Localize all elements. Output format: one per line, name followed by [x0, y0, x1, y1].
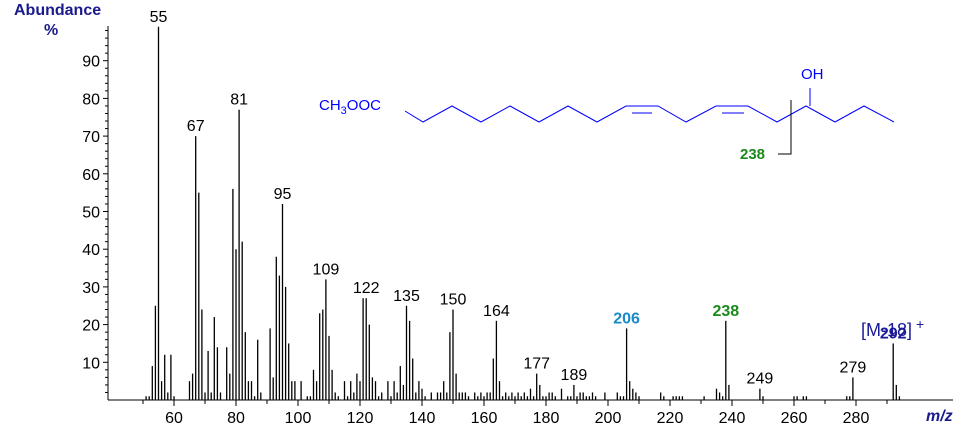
cleavage-bracket	[778, 100, 792, 155]
x-tick-label: 240	[719, 410, 746, 427]
y-axis-title: Abundance	[14, 2, 102, 19]
x-tick-label: 180	[533, 410, 560, 427]
peak-label-164: 164	[483, 303, 510, 320]
x-tick-label: 100	[285, 410, 312, 427]
x-tick-label: 260	[781, 410, 808, 427]
peak-label-206: 206	[613, 310, 640, 327]
peak-label-249: 249	[747, 371, 774, 388]
y-tick-label: 90	[82, 54, 100, 71]
peak-label-189: 189	[561, 367, 588, 384]
x-tick-label: 60	[165, 410, 183, 427]
structure-ester-group: CH3OOC	[319, 97, 381, 117]
y-tick-label: 30	[82, 280, 100, 297]
peak-label-122: 122	[353, 280, 380, 297]
x-tick-label: 120	[347, 410, 374, 427]
peak-label-238: 238	[712, 303, 739, 320]
x-tick-label: 140	[409, 410, 436, 427]
x-tick-label: 220	[657, 410, 684, 427]
structure-chain	[404, 105, 895, 123]
x-tick-label: 80	[227, 410, 245, 427]
x-axis-title: m/z	[926, 408, 953, 425]
peak-label-109: 109	[313, 261, 340, 278]
x-tick-label: 280	[843, 410, 870, 427]
peak-label-150: 150	[440, 292, 467, 309]
x-tick-label: 160	[471, 410, 498, 427]
peak-label-135: 135	[393, 288, 420, 305]
peak-label-292: 292	[880, 325, 907, 342]
peak-label-81: 81	[230, 92, 248, 109]
peak-label-55: 55	[150, 9, 168, 26]
y-tick-label: 60	[82, 167, 100, 184]
y-tick-label: 50	[82, 205, 100, 222]
y-tick-label: 80	[82, 91, 100, 108]
molecular-ion-text: [M-18]	[861, 320, 913, 340]
x-tick-label: 200	[595, 410, 622, 427]
y-tick-label: 20	[82, 318, 100, 335]
y-tick-label: 70	[82, 129, 100, 146]
cleavage-label-238: 238	[740, 146, 766, 163]
peak-label-279: 279	[840, 359, 867, 376]
molecular-ion-label: [M-18] +	[861, 316, 924, 341]
molecular-ion-charge: +	[916, 316, 925, 332]
y-tick-label: 10	[82, 355, 100, 372]
peak-label-67: 67	[187, 118, 205, 135]
peak-label-177: 177	[523, 356, 550, 373]
structure-hydroxyl: OH	[801, 66, 824, 83]
y-axis-unit: %	[44, 22, 59, 39]
peak-label-95: 95	[274, 186, 292, 203]
y-tick-label: 40	[82, 242, 100, 259]
